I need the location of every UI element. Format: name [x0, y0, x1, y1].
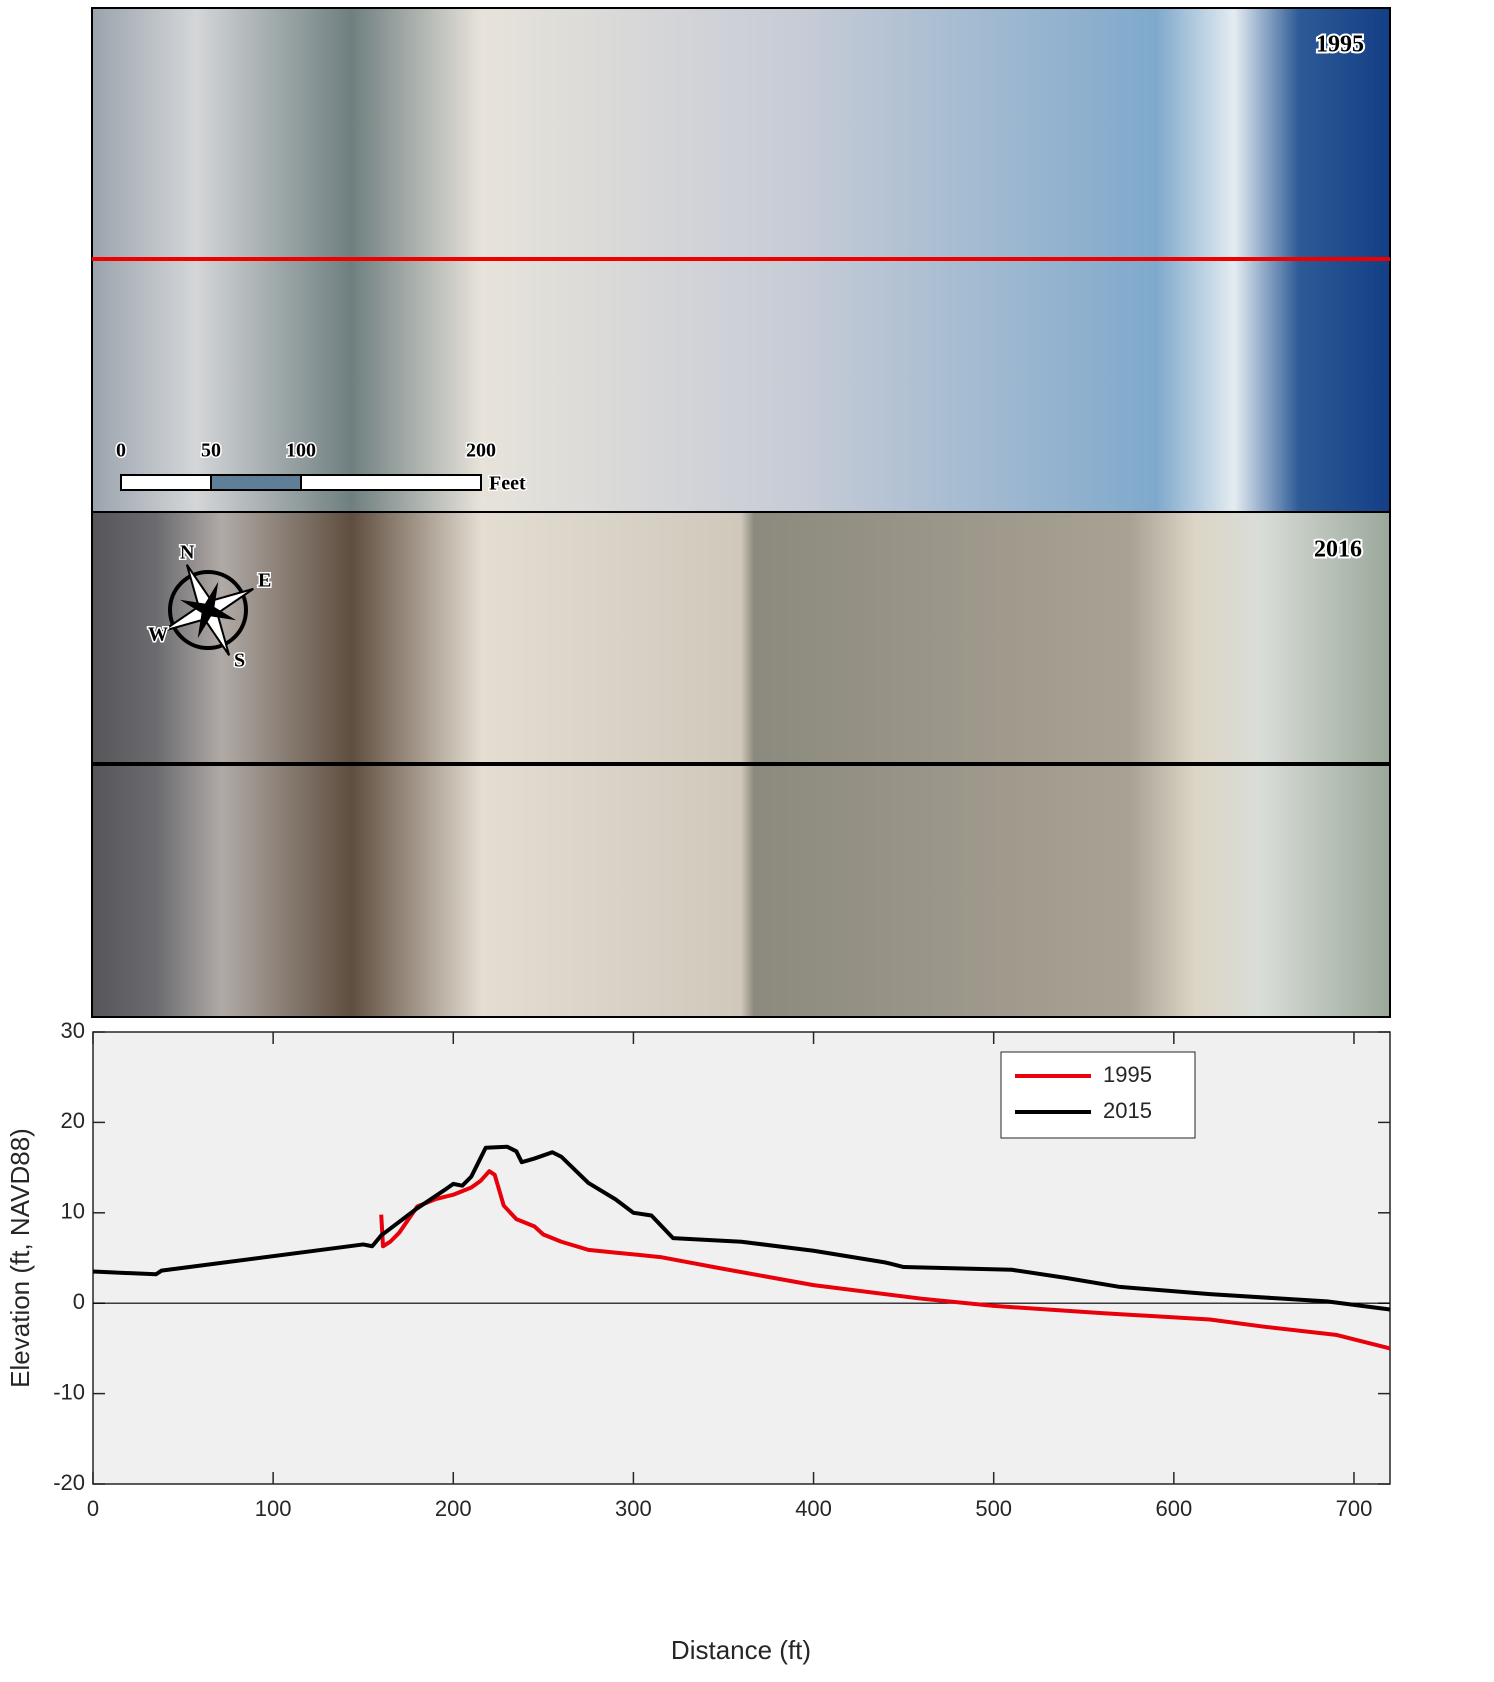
- compass-label: N: [180, 542, 195, 564]
- compass-label: E: [258, 570, 271, 592]
- compass-label: S: [234, 650, 245, 672]
- y-tick-label: 0: [73, 1289, 85, 1314]
- y-tick-label: 10: [61, 1199, 85, 1224]
- legend-label: 1995: [1103, 1062, 1152, 1087]
- legend-label: 2015: [1103, 1098, 1152, 1123]
- scale-label: 50: [201, 440, 221, 462]
- y-tick-label: 20: [61, 1108, 85, 1133]
- y-tick-label: -20: [53, 1470, 85, 1495]
- x-tick-label: 400: [795, 1496, 832, 1521]
- scale-label: 200: [466, 440, 496, 462]
- scale-unit: Feet: [489, 473, 526, 495]
- scale-segment: [210, 474, 302, 491]
- scale-label: 100: [286, 440, 316, 462]
- x-tick-label: 700: [1336, 1496, 1373, 1521]
- x-axis-label: Distance (ft): [671, 1635, 811, 1665]
- scale-label: 0: [116, 440, 126, 462]
- x-tick-label: 300: [615, 1496, 652, 1521]
- compass-star: [179, 581, 237, 639]
- legend-box: [1000, 1051, 1196, 1139]
- compass: N E S W: [147, 540, 273, 673]
- scale-bar: 0 50 100 200 Feet: [115, 438, 528, 496]
- x-tick-label: 500: [975, 1496, 1012, 1521]
- x-tick-label: 100: [255, 1496, 292, 1521]
- y-tick-label: 30: [61, 1018, 85, 1043]
- scale-segment: [300, 474, 482, 491]
- scale-segment: [120, 474, 212, 491]
- data-line: [92, 1144, 1391, 1312]
- y-tick-label: -10: [53, 1379, 85, 1404]
- y-axis-label: Elevation (ft, NAVD88): [5, 1128, 35, 1388]
- x-tick-label: 600: [1155, 1496, 1192, 1521]
- compass-ring: [168, 570, 248, 650]
- image-label: 2016: [1314, 537, 1362, 563]
- image-label: 1995: [1316, 32, 1364, 58]
- x-tick-label: 0: [87, 1496, 99, 1521]
- x-tick-label: 200: [435, 1496, 472, 1521]
- compass-label: W: [148, 624, 168, 646]
